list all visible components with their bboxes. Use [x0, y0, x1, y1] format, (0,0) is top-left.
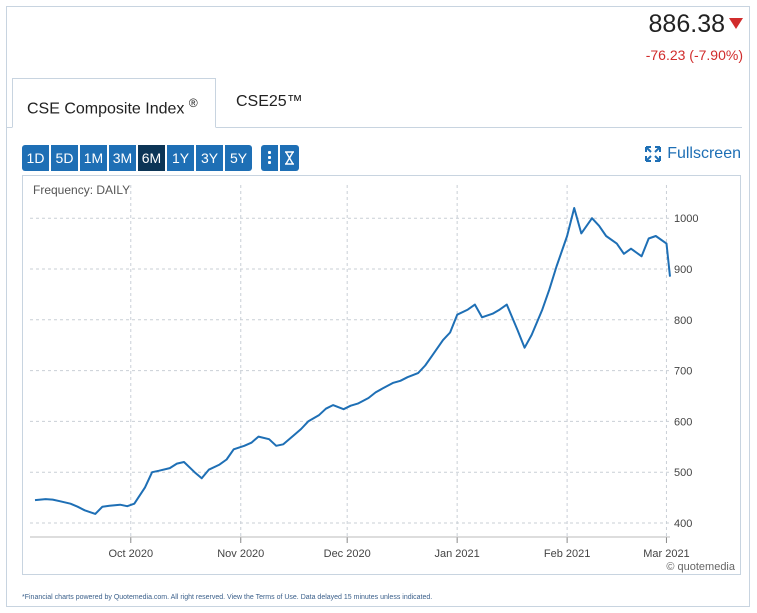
x-tick-label: Nov 2020: [217, 548, 264, 560]
fullscreen-button[interactable]: Fullscreen: [645, 145, 741, 163]
y-tick-label: 700: [674, 366, 692, 378]
chart-tools: [261, 145, 301, 171]
fullscreen-label: Fullscreen: [667, 145, 741, 162]
y-tick-label: 500: [674, 467, 692, 479]
x-tick-label: Feb 2021: [544, 548, 590, 560]
last-price: 886.38: [649, 10, 743, 39]
period-button-3m[interactable]: 3M: [109, 145, 136, 171]
chart-area[interactable]: [22, 175, 741, 575]
y-tick-label: 1000: [674, 213, 698, 225]
x-tick-label: Mar 2021: [643, 548, 689, 560]
index-tabs: CSE Composite Index ® CSE25™: [6, 78, 742, 128]
period-button-1y[interactable]: 1Y: [167, 145, 194, 171]
period-button-3y[interactable]: 3Y: [196, 145, 223, 171]
x-tick-label: Oct 2020: [108, 548, 153, 560]
frequency-label: Frequency: DAILY: [33, 183, 131, 197]
price-change: -76.23 (-7.90%): [645, 47, 743, 63]
period-button-1m[interactable]: 1M: [80, 145, 107, 171]
price-series-line: [34, 207, 671, 515]
period-selector: 1D 5D 1M 3M 6M 1Y 3Y 5Y: [22, 145, 254, 171]
chart-menu-button[interactable]: [261, 145, 278, 171]
tab-cse25[interactable]: CSE25™: [222, 78, 317, 126]
period-button-6m[interactable]: 6M: [138, 145, 165, 171]
tab-label: CSE Composite Index: [27, 100, 185, 118]
y-tick-label: 900: [674, 264, 692, 276]
expand-arrows-icon: [645, 146, 662, 162]
y-tick-label: 400: [674, 518, 692, 530]
y-tick-label: 600: [674, 416, 692, 428]
footer-disclaimer: *Financial charts powered by Quotemedia.…: [22, 594, 433, 601]
period-button-5d[interactable]: 5D: [51, 145, 78, 171]
x-tick-label: Jan 2021: [435, 548, 480, 560]
period-button-5y[interactable]: 5Y: [225, 145, 252, 171]
price-value: 886.38: [648, 10, 725, 38]
tab-cse-composite[interactable]: CSE Composite Index ®: [12, 78, 216, 128]
quotemedia-watermark: © quotemedia: [666, 561, 736, 573]
x-tick-label: Dec 2020: [324, 548, 371, 560]
period-button-1d[interactable]: 1D: [22, 145, 49, 171]
triangle-down-icon: [729, 18, 743, 29]
date-range-button[interactable]: [280, 145, 299, 171]
tab-label: CSE25™: [236, 93, 303, 110]
hourglass-icon: [285, 151, 294, 165]
y-tick-label: 800: [674, 315, 692, 327]
registered-mark: ®: [188, 96, 198, 110]
